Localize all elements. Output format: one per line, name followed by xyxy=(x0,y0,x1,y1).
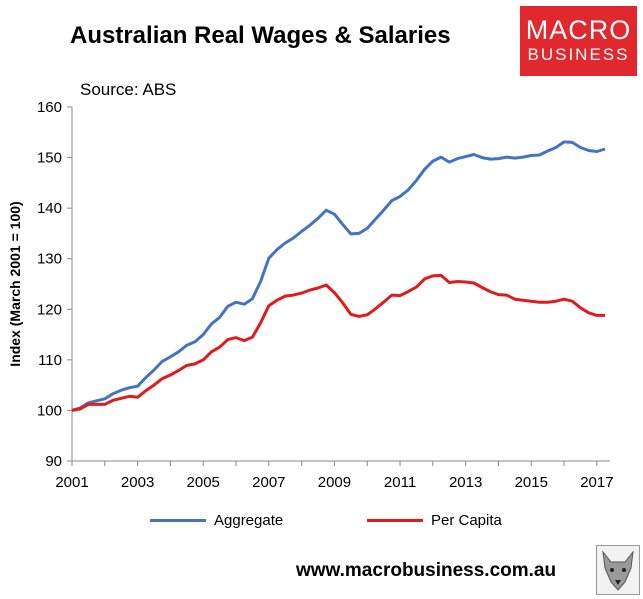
x-tick-label: 2005 xyxy=(187,474,220,491)
legend-label-aggregate: Aggregate xyxy=(214,512,284,529)
x-tick-label: 2003 xyxy=(121,474,154,491)
legend-swatch-per-capita xyxy=(367,519,423,522)
legend-label-per-capita: Per Capita xyxy=(431,512,502,529)
chart-legend: Aggregate Per Capita xyxy=(0,512,643,536)
y-tick-label: 140 xyxy=(37,200,62,217)
y-tick-label: 110 xyxy=(38,352,62,369)
y-tick-label: 90 xyxy=(45,453,62,470)
y-axis-label: Index (March 2001 = 100) xyxy=(7,201,23,366)
series-line-per-capita xyxy=(71,273,606,412)
x-tick-label: 2011 xyxy=(384,474,416,491)
y-tick-label: 130 xyxy=(37,251,62,268)
series-line-aggregate xyxy=(71,140,606,412)
x-tick-label: 2015 xyxy=(515,474,548,491)
chart-title: Australian Real Wages & Salaries xyxy=(70,22,451,49)
macrobusiness-logo: MACRO BUSINESS xyxy=(520,6,637,76)
source-label: Source: ABS xyxy=(80,80,177,99)
x-tick-label: 2013 xyxy=(449,474,482,491)
x-tick-label: 2001 xyxy=(55,474,88,491)
x-tick-label: 2017 xyxy=(580,474,613,491)
legend-item-aggregate: Aggregate xyxy=(150,512,283,529)
y-tick-label: 120 xyxy=(37,301,62,318)
legend-swatch-aggregate xyxy=(150,519,206,522)
wolf-icon xyxy=(596,545,640,595)
footer-url[interactable]: www.macrobusiness.com.au xyxy=(296,560,557,581)
logo-line-2: BUSINESS xyxy=(527,45,630,64)
legend-item-per-capita: Per Capita xyxy=(367,512,502,529)
x-tick-label: 2007 xyxy=(252,474,285,491)
y-tick-label: 150 xyxy=(37,150,62,167)
line-chart: 90 100 110 120 130 140 150 160 2001 2003 2005 2007 2… xyxy=(7,99,614,491)
x-tick-label: 2009 xyxy=(318,474,351,491)
y-tick-label: 100 xyxy=(37,402,62,419)
y-tick-label: 160 xyxy=(37,99,62,116)
plot-area: 90 100 110 120 130 140 150 160 2001 2003 2005 2007 2… xyxy=(7,99,614,491)
logo-line-1: MACRO xyxy=(525,15,632,45)
